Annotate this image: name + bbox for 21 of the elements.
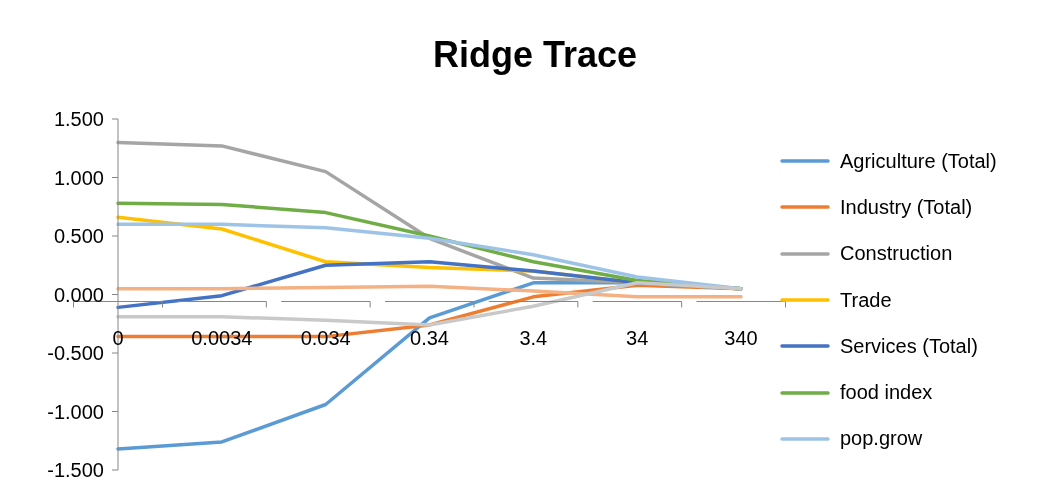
- chart-title: Ridge Trace: [431, 34, 639, 76]
- x-tick-label: 3.4: [519, 326, 548, 349]
- y-tick-label: 1.500: [53, 108, 104, 131]
- y-tick-label: -1.000: [47, 400, 104, 423]
- y-tick-label: -1.500: [47, 459, 104, 482]
- legend-label: Agriculture (Total): [840, 149, 997, 173]
- legend-label: pop.grow: [840, 427, 923, 451]
- legend-label: Industry (Total): [840, 195, 973, 219]
- legend-label: Trade: [840, 288, 892, 312]
- x-tick-label: 0.34: [410, 326, 449, 349]
- y-tick-label: 0.500: [53, 225, 104, 248]
- x-tick-label: 340: [724, 326, 758, 349]
- y-tick-label: -0.500: [47, 342, 104, 365]
- y-tick-label: 0.000: [53, 283, 104, 306]
- x-tick-label: 34: [626, 326, 649, 349]
- line-series: [116, 281, 743, 327]
- legend-label: Services (Total): [840, 334, 978, 358]
- legend-label: food index: [840, 381, 933, 405]
- y-tick-label: 1.000: [53, 166, 104, 189]
- line-series: [116, 284, 743, 299]
- legend-label: Construction: [840, 242, 953, 266]
